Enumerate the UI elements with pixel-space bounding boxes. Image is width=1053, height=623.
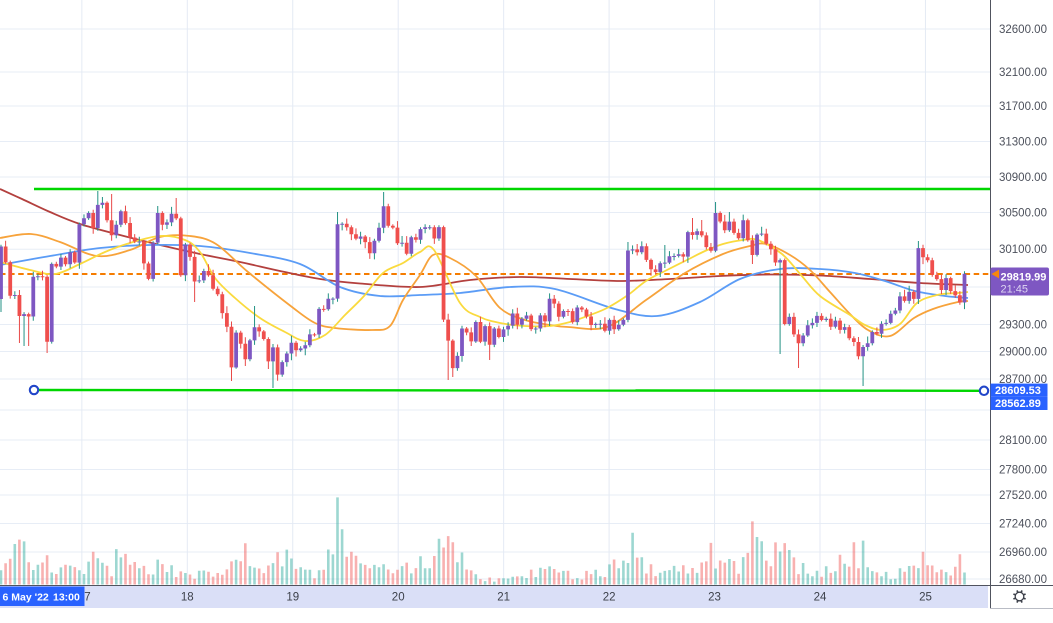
svg-text:24: 24 [814,592,827,604]
svg-text:28609.53: 28609.53 [995,385,1041,397]
svg-text:21:45: 21:45 [1001,283,1029,295]
svg-text:27800.00: 27800.00 [999,464,1047,476]
svg-text:6 May '22: 6 May '22 [3,592,49,604]
svg-text:28562.89: 28562.89 [995,398,1041,410]
svg-text:30500.00: 30500.00 [999,207,1047,219]
svg-text:28700.00: 28700.00 [999,374,1047,386]
svg-text:30900.00: 30900.00 [999,172,1047,184]
svg-text:20: 20 [392,592,405,604]
svg-text:29819.99: 29819.99 [1001,272,1047,284]
svg-text:19: 19 [286,592,299,604]
svg-text:23: 23 [708,592,721,604]
svg-text:26680.00: 26680.00 [999,574,1047,586]
svg-text:21: 21 [497,592,510,604]
svg-text:22: 22 [603,592,616,604]
svg-text:27240.00: 27240.00 [999,518,1047,530]
svg-text:32100.00: 32100.00 [999,67,1047,79]
svg-text:29300.00: 29300.00 [999,319,1047,331]
svg-text:18: 18 [181,592,194,604]
svg-text:31300.00: 31300.00 [999,136,1047,148]
svg-text:31700.00: 31700.00 [999,101,1047,113]
svg-text:7: 7 [84,592,90,604]
svg-text:13:00: 13:00 [53,592,80,604]
svg-text:29000.00: 29000.00 [999,346,1047,358]
svg-text:28100.00: 28100.00 [999,435,1047,447]
svg-text:26960.00: 26960.00 [999,547,1047,559]
svg-text:30100.00: 30100.00 [999,244,1047,256]
svg-text:32600.00: 32600.00 [999,24,1047,36]
svg-text:25: 25 [919,592,932,604]
svg-text:27520.00: 27520.00 [999,490,1047,502]
